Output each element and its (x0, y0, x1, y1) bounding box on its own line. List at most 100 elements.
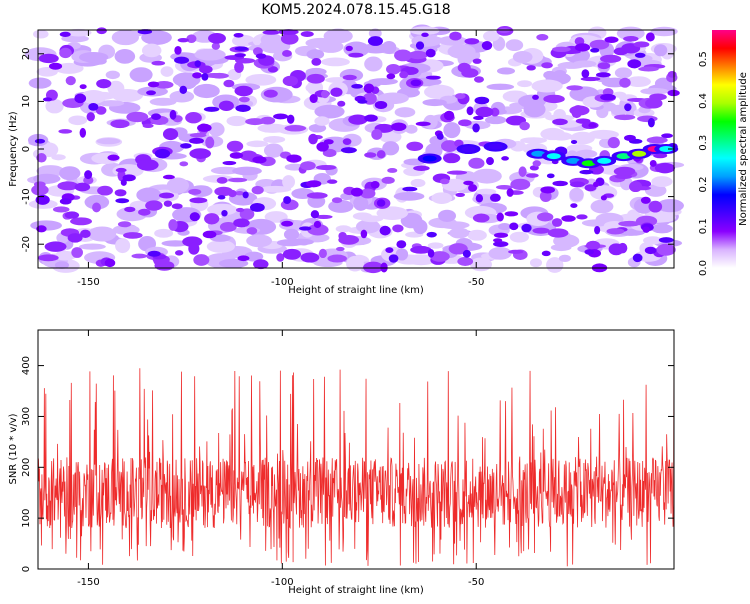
spectrogram-cell (322, 148, 337, 158)
spectrogram-cell (123, 232, 143, 239)
spectrogram-cell (208, 32, 226, 44)
spectrogram-cell (381, 41, 397, 54)
spectrogram-cell (551, 218, 563, 227)
spectrogram-cell (197, 123, 212, 132)
spectrogram-cell (569, 187, 584, 202)
spectrogram-cell (661, 133, 673, 138)
spectrogram-cell (226, 140, 244, 152)
spectrogram-cell (207, 203, 238, 216)
spectrogram-cell (360, 188, 376, 199)
spectrogram-cell (440, 140, 458, 153)
spectrogram-cell (59, 166, 81, 181)
spectrogram-cell (326, 179, 338, 184)
spectrogram-cell (166, 177, 190, 194)
spectrogram-cell (510, 178, 531, 191)
spectrogram-cell (425, 48, 436, 58)
spectrogram-cell (227, 177, 248, 183)
spectrogram-cell (475, 106, 494, 118)
spectrogram-cell (509, 222, 519, 231)
spectrogram-cell (263, 135, 286, 144)
spectrogram-cell (336, 246, 345, 252)
spectrogram-cell (575, 149, 598, 159)
spectrogram-cell (33, 173, 61, 184)
spectrogram-cell (114, 49, 136, 64)
spectrogram-cell (467, 229, 487, 241)
y-tick-label: 400 (21, 356, 32, 375)
spectrogram-cell (162, 128, 179, 141)
spectrogram-cell (314, 214, 333, 219)
spectrogram-cell (80, 90, 107, 104)
spectrogram-cell (171, 203, 183, 210)
spectrogram-cell (623, 36, 639, 42)
spectrogram-cell (142, 123, 154, 128)
spectrogram-cell (263, 143, 284, 158)
spectrogram-cell (51, 154, 66, 161)
spectrogram-cell (486, 157, 494, 166)
spectrogram-cell (232, 166, 262, 176)
spectrogram-cell (552, 46, 571, 53)
spectrogram-cell (388, 254, 399, 263)
spectrogram-cell (461, 68, 479, 78)
spectrogram-cell (129, 67, 153, 83)
spectrogram-cell (54, 261, 70, 269)
spectrogram-cell (88, 103, 99, 111)
spectrogram-cell (36, 67, 58, 77)
spectrogram-cell (179, 85, 188, 95)
spectrogram-cell (34, 138, 46, 144)
spectrogram-cell (391, 122, 407, 132)
spectrogram-cell (449, 31, 462, 41)
spectrogram-cell (331, 197, 343, 204)
spectrogram-cell (570, 140, 578, 145)
spectrogram-cell (464, 38, 480, 45)
spectrogram-cell (402, 186, 418, 192)
spectrogram-cell (579, 169, 594, 175)
spectrogram-cell (283, 196, 292, 204)
spectrogram-cell (67, 233, 83, 243)
spectrogram-cell (316, 141, 329, 152)
spectrogram-cell (280, 32, 299, 45)
spectrogram-cell (413, 165, 430, 171)
spectrogram-cell (317, 40, 344, 53)
spectrogram-cell (364, 56, 383, 72)
spectrogram-cell (96, 27, 107, 35)
spectrogram-cell (193, 254, 210, 266)
spectrogram-cell (259, 185, 292, 193)
spectrogram-cell (206, 240, 235, 253)
spectrogram-cell (597, 62, 611, 70)
spectrogram-cell (632, 253, 643, 263)
spectrogram-cell (61, 34, 89, 43)
x-tick-label: -100 (271, 277, 294, 288)
spectrogram-cell (488, 247, 512, 260)
spectrogram-cell (552, 118, 568, 126)
spectrogram-cell (386, 64, 401, 75)
x-tick-label: -150 (77, 577, 100, 588)
spectrogram-cell (80, 229, 91, 238)
spectrogram-cell (193, 83, 220, 99)
spectrogram-cell (186, 34, 197, 43)
spectrogram-cell (614, 114, 636, 121)
spectrogram-y-axis-label: Frequency (Hz) (8, 111, 19, 187)
spectrogram-cell (377, 92, 409, 105)
spectrogram-cell (408, 50, 428, 60)
spectrogram-cell (381, 176, 395, 184)
spectrogram-cell (394, 107, 416, 118)
spectrogram-cell (532, 160, 541, 167)
spectrogram-cell (110, 119, 130, 129)
spectrogram-cell (64, 211, 80, 219)
spectrogram-cell (363, 83, 375, 94)
spectrogram-cell (194, 60, 202, 68)
spectrogram-cell (138, 208, 151, 216)
x-tick-label: -100 (271, 577, 294, 588)
spectrogram-cell (216, 177, 228, 184)
spectrogram-cell (613, 166, 636, 176)
spectrogram-cell (273, 113, 289, 120)
spectrogram-cell (448, 243, 468, 255)
spectrogram-cell (229, 152, 244, 159)
spectrogram-cell (343, 41, 370, 58)
spectrogram-cell (28, 77, 52, 89)
spectrogram-cell (590, 47, 600, 53)
spectrogram-cell (600, 195, 607, 201)
spectrogram-cell (342, 74, 357, 81)
spectrogram-cell (237, 255, 250, 262)
spectrogram-cell (233, 218, 250, 228)
